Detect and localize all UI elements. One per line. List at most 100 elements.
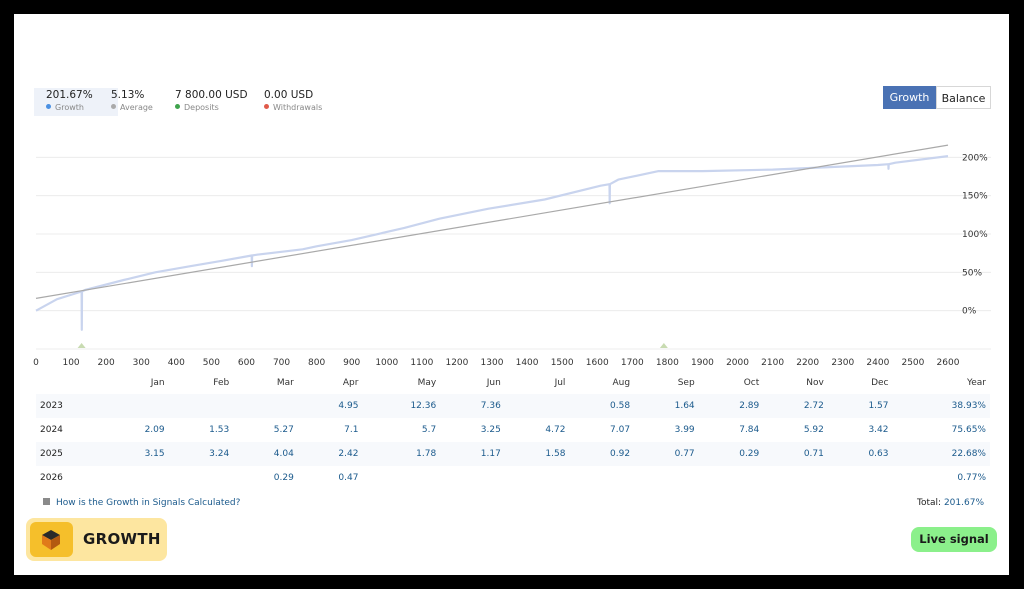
x-tick-label: 2500 [901,358,924,368]
month-column-header: Sep [677,378,695,388]
month-column-header: Year [966,378,986,388]
month-growth-cell: 3.25 [480,425,501,435]
month-growth-cell: 0.47 [338,473,359,483]
stat-growth-label: Growth [46,102,110,113]
row-year-label: 2025 [36,442,104,466]
logo-icon-box [30,522,73,557]
total-growth: Total: 201.67% [917,498,984,508]
balance-toggle-button[interactable]: Balance [936,86,991,109]
x-tick-label: 2200 [796,358,819,368]
month-column-header: Mar [276,378,294,388]
x-tick-label: 1300 [481,358,504,368]
growth-series-line [35,155,949,331]
x-tick-label: 600 [238,358,255,368]
month-growth-cell: 1.64 [634,394,699,418]
month-growth-cell: 3.42 [868,425,889,435]
month-growth-cell [169,466,234,490]
month-growth-cell: 1.78 [362,442,441,466]
month-growth-cell: 4.95 [297,394,363,418]
x-tick-label: 400 [168,358,185,368]
row-year-total: 22.68% [892,442,990,466]
growth-toggle-button[interactable]: Growth [883,86,936,109]
x-tick-label: 1400 [516,358,539,368]
table-header-row: Jan Feb Mar Apr May Jun Jul Aug Sep Oct Nov Dec Year [36,372,990,394]
month-growth-cell [440,466,505,490]
month-growth-cell: 0.92 [569,442,635,466]
help-link-text: How is the Growth in Signals Calculated? [56,498,241,508]
x-tick-label: 2100 [761,358,784,368]
month-growth-cell: 0.63 [827,442,893,466]
month-growth-cell: 7.84 [739,425,760,435]
month-growth-cell: 1.17 [440,442,505,466]
month-growth-cell: 12.36 [362,394,441,418]
info-icon [43,498,50,505]
stat-growth[interactable]: 201.67% Growth [34,88,118,116]
month-growth-cell: 2.09 [144,425,165,435]
stat-deposits[interactable]: 7 800.00 USD Deposits [163,88,256,116]
trend-series-line [35,144,949,299]
month-column-header: Nov [806,378,824,388]
x-tick-label: 2600 [937,358,960,368]
x-tick-label: 0 [33,358,39,368]
growth-chart: 0% 50% 100% 150% 200% 0 100 200 300 400 500 600 700 8… [33,144,991,368]
month-growth-cell: 0.77 [634,442,699,466]
month-growth-cell [569,466,634,490]
month-column-header: Jun [486,378,501,388]
month-growth-cell: 0.29 [273,473,294,483]
logo-text: GROWTH [83,530,161,548]
x-tick-label: 900 [343,358,360,368]
month-growth-cell: 3.15 [104,442,169,466]
month-growth-cell [104,466,169,490]
year-column-header [36,372,104,394]
month-growth-cell: 7.1 [344,425,359,435]
y-tick-label: 200% [962,153,988,163]
month-growth-cell: 2.72 [763,394,828,418]
stat-average[interactable]: 5.13% Average [99,88,161,116]
total-label: Total: [917,498,942,508]
growth-calc-help-link[interactable]: How is the Growth in Signals Calculated? [43,498,240,508]
month-growth-cell: 5.27 [273,425,294,435]
y-tick-label: 50% [962,268,982,278]
x-tick-label: 1500 [551,358,574,368]
x-tick-label: 300 [133,358,150,368]
table-row: 2026 0.29 0.47 0.77% [36,466,990,490]
table-row: 2024 2.09 1.53 5.27 7.1 5.7 3.25 4.72 7.07 3.99 7.… [36,418,990,442]
signal-panel: 201.67% Growth 5.13% Average 7 800.00 US… [14,14,1009,575]
x-tick-label: 500 [203,358,220,368]
month-growth-cell: 0.58 [569,394,635,418]
x-tick-label: 1800 [656,358,679,368]
deposit-marker-icon [77,343,86,348]
stat-withdrawals[interactable]: 0.00 USD Withdrawals [252,88,330,116]
month-growth-cell: 2.42 [297,442,363,466]
total-value: 201.67% [943,498,984,508]
month-column-header: Feb [213,378,230,388]
month-growth-cell: 4.72 [545,425,566,435]
row-year-total: 38.93% [892,394,990,418]
y-tick-label: 150% [962,192,988,202]
deposit-marker-icon [659,343,668,348]
month-growth-cell: 0.71 [763,442,828,466]
live-signal-button[interactable]: Live signal [911,527,997,552]
x-tick-label: 2400 [866,358,889,368]
month-growth-cell [505,466,570,490]
row-year-label: 2023 [36,394,104,418]
withdrawals-dot-icon [264,104,269,109]
stat-average-value: 5.13% [111,89,145,101]
month-growth-cell [504,394,570,418]
month-growth-cell [362,466,440,490]
month-growth-cell: 3.99 [674,425,695,435]
growth-logo[interactable]: GROWTH [26,518,167,561]
row-year-total: 0.77% [957,473,986,483]
stat-growth-value: 201.67% [46,89,93,101]
table-row: 2023 4.95 12.36 7.36 0.58 1.64 2.89 2.72 1.57 38.… [36,394,990,418]
stat-deposits-value: 7 800.00 USD [175,89,248,101]
month-growth-cell: 5.7 [421,425,437,435]
monthly-growth-table: Jan Feb Mar Apr May Jun Jul Aug Sep Oct Nov Dec Year… [36,372,990,490]
stat-withdrawals-value: 0.00 USD [264,89,314,101]
stat-average-label: Average [111,102,153,113]
month-growth-cell [168,394,234,418]
month-growth-cell: 7.07 [610,425,631,435]
x-tick-label: 2300 [831,358,854,368]
row-year-label: 2026 [40,473,63,483]
growth-logo-icon [42,530,60,550]
